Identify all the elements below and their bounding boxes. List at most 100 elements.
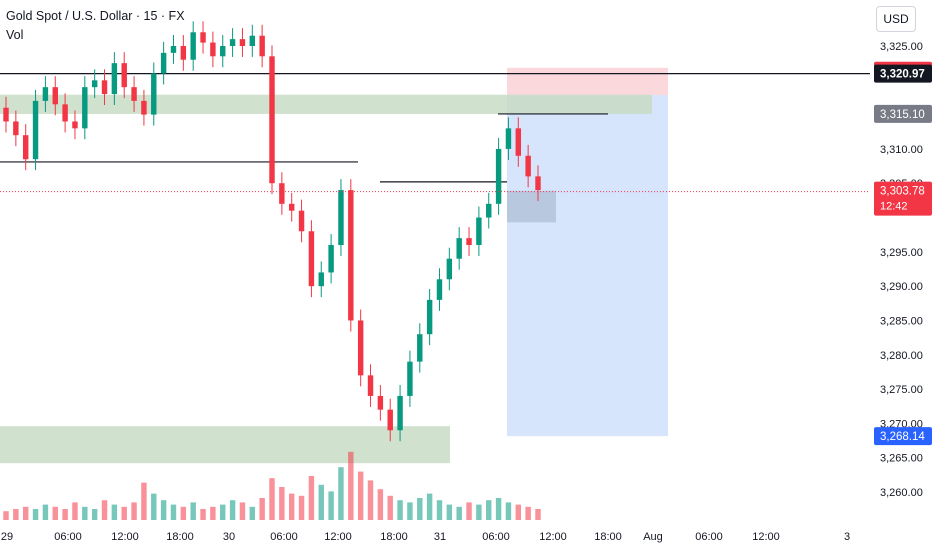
volume-bar [367, 480, 374, 520]
x-tick-label: 18:00 [380, 531, 408, 543]
candle-body [387, 409, 393, 431]
volume-bar [229, 500, 236, 520]
time-axis [0, 524, 932, 550]
candle-body [269, 56, 275, 184]
candle-body [52, 87, 58, 105]
candle-body [535, 176, 541, 191]
volume-bar [407, 502, 413, 520]
volume-bar [220, 504, 226, 520]
x-tick-label: 06:00 [54, 531, 82, 543]
take-profit-zone [507, 95, 668, 437]
volume-bar [13, 509, 19, 520]
volume-bar [170, 504, 177, 520]
stop-loss-zone [507, 67, 668, 96]
volume-indicator-label[interactable]: Vol [6, 28, 24, 42]
volume-bar [91, 509, 98, 520]
volume-bar [52, 506, 58, 520]
volume-bar [259, 498, 265, 520]
volume-bar [101, 500, 108, 520]
candle-body [32, 100, 39, 160]
entry-box [507, 190, 556, 223]
volume-bar [22, 506, 29, 520]
x-tick-label: 12:00 [111, 531, 139, 543]
price-label-target [874, 427, 932, 446]
volume-bar [239, 502, 246, 520]
candle-body [3, 107, 9, 122]
x-tick-label: 31 [434, 531, 446, 543]
candle-body [525, 155, 531, 177]
candle-body [505, 128, 512, 149]
x-tick-label: 30 [223, 531, 235, 543]
volume-bar [82, 506, 88, 520]
x-tick-label: 06:00 [482, 531, 510, 543]
candle-body [82, 87, 88, 129]
candle-body [210, 42, 216, 57]
volume-bar [42, 504, 49, 520]
price-axis [870, 0, 932, 550]
volume-bar [535, 509, 541, 520]
volume-bar [318, 484, 324, 520]
volume-bar [446, 504, 453, 520]
candle-body [407, 361, 413, 396]
x-tick-label: Aug [643, 531, 663, 543]
x-tick-label: 06:00 [270, 531, 298, 543]
candle-body [111, 63, 118, 95]
currency-button[interactable]: USD [876, 6, 916, 32]
volume-bar [505, 502, 512, 520]
volume-bar [436, 500, 443, 520]
volume-bar [279, 487, 285, 520]
y-tick-label: 3,295.00 [880, 247, 923, 259]
candle-body [200, 32, 206, 43]
symbol-title[interactable]: Gold Spot / U.S. Dollar · 15 · FX [6, 9, 185, 23]
volume-bar [121, 506, 127, 520]
x-tick-label: 3 [844, 531, 850, 543]
candle-body [229, 39, 236, 46]
candle-body [426, 299, 433, 335]
candle-body [170, 46, 177, 53]
candle-body [456, 238, 462, 259]
volume-bar [466, 502, 472, 520]
candle-body [328, 244, 334, 273]
candle-body [141, 100, 147, 115]
candle-body [298, 210, 305, 232]
x-tick-label: 12:00 [539, 531, 567, 543]
price-label-marker [874, 104, 932, 123]
candle-body [417, 334, 423, 362]
candle-body [338, 190, 344, 245]
candle-body [486, 203, 492, 218]
volume-bar [160, 500, 167, 520]
candle-body [131, 87, 137, 101]
candle-body [151, 73, 157, 115]
x-tick-label: 06:00 [695, 531, 723, 543]
volume-bar [62, 509, 68, 520]
demand-zone [0, 426, 450, 464]
candle-body [42, 87, 49, 101]
volume-bar [387, 495, 393, 520]
candle-body [91, 80, 98, 88]
y-tick-label: 3,325.00 [880, 41, 923, 53]
candle-body [62, 104, 68, 122]
candle-body [180, 46, 187, 60]
candle-body [249, 35, 256, 46]
y-tick-label: 3,260.00 [880, 487, 923, 499]
volume-bar [269, 478, 275, 520]
x-tick-label: 29 [1, 531, 13, 543]
candle-body [318, 272, 324, 287]
volume-bar [151, 493, 157, 520]
volume-bar [426, 493, 433, 520]
y-tick-label: 3,285.00 [880, 315, 923, 327]
candle-body [436, 279, 443, 300]
candle-body [288, 203, 295, 211]
price-label-text: 3,320.97 [880, 69, 925, 81]
y-tick-label: 3,280.00 [880, 350, 923, 362]
volume-bar [495, 498, 502, 520]
candle-body [466, 238, 472, 245]
price-label-text: 3,315.10 [880, 109, 925, 121]
price-label-line [874, 64, 932, 83]
volume-bar [190, 502, 196, 520]
candle-body [348, 190, 354, 321]
volume-bar [338, 467, 344, 520]
volume-bar [298, 495, 305, 520]
